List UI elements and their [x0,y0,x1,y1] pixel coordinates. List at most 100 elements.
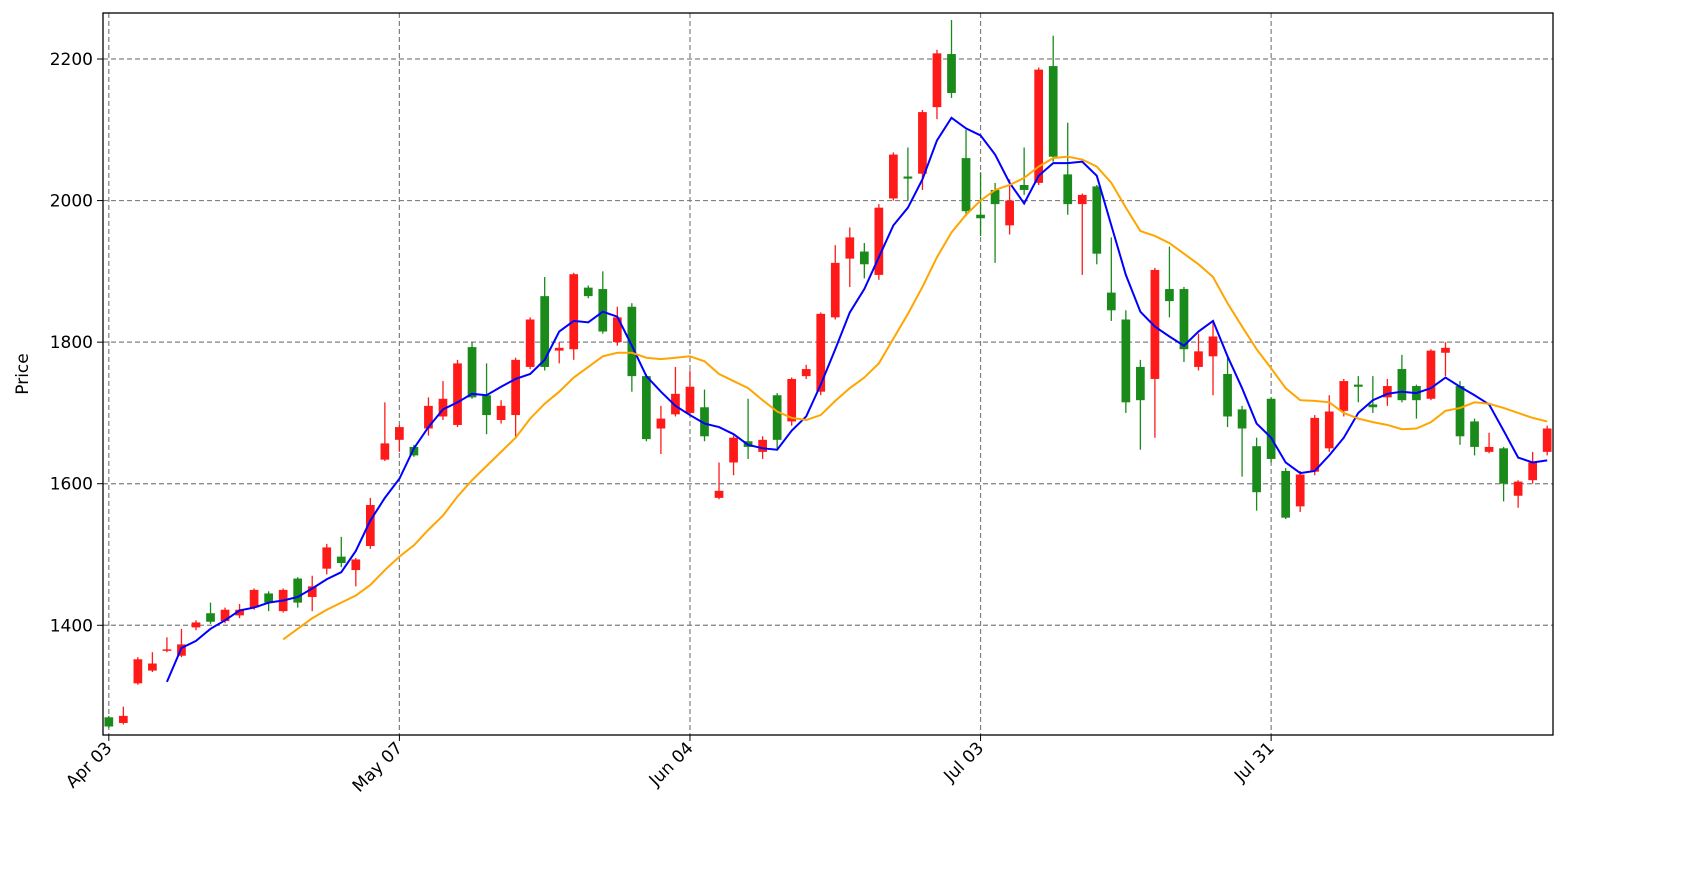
candle-body [395,427,404,440]
candle-body [424,405,433,429]
candle-body [642,376,651,440]
candle-body [1455,386,1465,437]
candle-body [1092,186,1102,254]
candle-body [1048,66,1058,157]
candle-body [365,504,375,547]
candle-body [351,559,361,571]
candle-body [1194,351,1203,367]
candle-body [1019,185,1029,190]
candle-body [729,437,738,463]
moving-average-line [282,155,1548,641]
candle-body [1484,446,1494,452]
candle-body [453,363,462,425]
y-tick-label: 1600 [50,475,93,495]
candle-body [1353,384,1363,387]
candle-body [787,378,797,422]
y-tick-label: 2000 [50,192,93,212]
candle-body [671,393,680,415]
candle-body [627,306,637,377]
candle-body [1136,366,1145,401]
candle-body [307,586,317,597]
candle-body [1310,417,1320,472]
candle-body [918,112,927,174]
candle-body [438,398,448,417]
candle-body [554,347,564,351]
candle-body [1499,448,1508,484]
candle-body [1441,347,1450,353]
y-tick-label: 1400 [50,616,93,636]
candle-body [1339,381,1349,411]
candle-body [961,158,971,212]
candle-body [700,407,709,437]
candle-body [612,317,622,343]
candle-body [990,189,1000,205]
candle-body [1034,69,1044,183]
candle-body [1063,174,1073,205]
candle-body [859,251,869,265]
candle-body [685,386,695,413]
plot-frame [102,12,1554,736]
candle-body [1295,474,1305,507]
candle-body [148,663,157,671]
candle-body [830,262,840,318]
candle-body [336,556,346,563]
candle-body [1106,292,1116,311]
candle-body [118,715,128,723]
candle-body [467,347,477,398]
candle-body [104,717,114,727]
candle-body [656,418,666,429]
candle-body [1005,200,1014,226]
candle-body [496,405,506,421]
candle-body [380,443,390,460]
candle-body [540,296,550,367]
candle-body [801,369,811,377]
candle-body [1542,428,1552,452]
candle-body [220,609,230,622]
y-tick-label: 1800 [50,333,93,353]
candle-body [206,613,215,622]
candle-body [249,589,259,608]
candle-body [1237,409,1247,429]
candle-body [1528,462,1538,481]
candle-body [583,287,593,297]
moving-average-line [166,116,1548,683]
candle-body [1266,398,1276,459]
candle-body [714,490,724,498]
candle-body [889,154,898,199]
candle-body [1426,350,1436,399]
candle-body [976,214,985,219]
candle-body [1077,194,1087,205]
candle-body [569,274,579,350]
candle-body [293,578,303,603]
candle-body [511,359,520,416]
candle-body [758,439,767,452]
candle-body [1281,470,1291,518]
candle-body [816,313,826,392]
candle-body [1397,369,1407,401]
candle-body [1150,269,1160,379]
candle-body [191,622,201,628]
candle-body [133,659,143,684]
candle-body [874,207,884,275]
candle-body [162,649,172,651]
candle-body [409,446,419,456]
candle-body [947,54,956,93]
candle-body [845,237,855,259]
candle-body [1368,404,1378,408]
candle-body [772,395,782,440]
candle-body [235,609,244,616]
candle-body [264,593,273,603]
candle-body [598,289,608,332]
y-tick-label: 2200 [50,50,93,70]
candle-body [322,547,332,569]
candle-body [932,53,942,108]
candle-body [1470,421,1479,447]
candle-body [1223,374,1232,417]
candle-body [1208,336,1218,357]
candle-body [1513,481,1523,496]
y-axis-label: Price [13,353,33,394]
candle-body [1165,289,1174,302]
candle-body [1179,289,1189,350]
